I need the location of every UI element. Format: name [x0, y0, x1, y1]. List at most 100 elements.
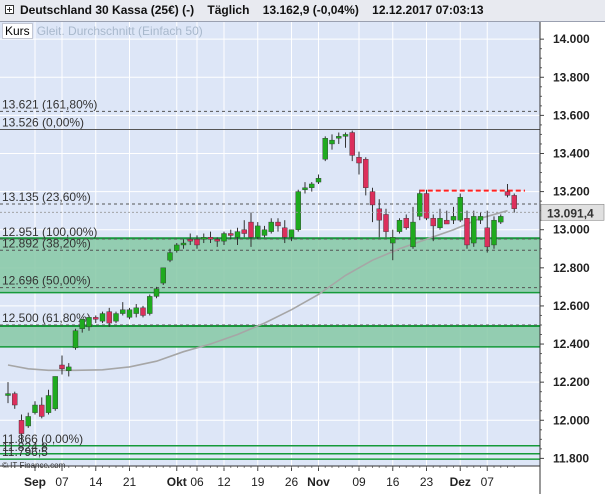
title-bar: Deutschland 30 Kassa (25€) (-) Täglich 1…	[0, 0, 605, 22]
title-instrument: Deutschland 30 Kassa (25€) (-)	[20, 3, 195, 17]
last-price-label: 13.091,4	[547, 206, 594, 220]
candle-body	[79, 319, 85, 329]
candle-body	[383, 214, 389, 232]
legend-kurs[interactable]: Kurs	[2, 23, 33, 39]
candle-body	[295, 191, 301, 230]
legend: Kurs Gleit. Durchschnitt (Einfach 50)	[2, 23, 203, 39]
candle-body	[160, 267, 166, 284]
candle-body	[5, 393, 11, 396]
candle-body	[32, 404, 38, 413]
y-tick-label: 11.800	[553, 451, 589, 465]
candle-body	[221, 233, 227, 242]
x-tick-label: 26	[285, 475, 299, 489]
candle-body	[133, 307, 139, 314]
x-tick-label: 23	[420, 475, 434, 489]
candle-body	[106, 311, 112, 324]
candle-body	[403, 218, 409, 229]
y-tick-label: 12.400	[553, 337, 590, 351]
fib-level-label: 12.500 (61,80%)	[2, 311, 91, 325]
y-tick-label: 12.200	[553, 375, 590, 389]
candle-body	[25, 416, 31, 427]
x-tick-label: Nov	[307, 475, 330, 489]
x-tick-label: 19	[251, 475, 265, 489]
candle-body	[113, 313, 119, 322]
candle-body	[86, 317, 92, 328]
candle-body	[52, 376, 58, 410]
collapse-icon[interactable]	[5, 5, 14, 14]
candle-body	[450, 216, 457, 221]
x-tick-label: 14	[89, 475, 103, 489]
y-tick-label: 13.200	[553, 185, 590, 199]
candle-body	[464, 218, 470, 246]
candle-body	[120, 309, 126, 314]
candle-body	[477, 216, 484, 221]
candle-body	[228, 233, 234, 236]
candle-body	[349, 132, 355, 156]
y-axis-area	[540, 22, 605, 494]
support-zone	[0, 325, 540, 347]
candle-body	[376, 208, 382, 221]
candle-body	[410, 221, 416, 248]
y-tick-label: 12.000	[553, 413, 590, 427]
watermark: © IT-Finance.com	[2, 461, 66, 470]
fib-level-label: 13.135 (23,60%)	[2, 190, 91, 204]
candle-body	[511, 195, 517, 209]
candle-body	[187, 239, 193, 242]
y-tick-label: 12.600	[553, 299, 590, 313]
chart-title: Deutschland 30 Kassa (25€) (-) Täglich 1…	[20, 3, 484, 17]
candle-body	[147, 296, 153, 314]
candle-body	[18, 420, 25, 434]
last-price-box	[540, 203, 605, 221]
candle-body	[153, 288, 160, 297]
fib-level-label: 13.526 (0,00%)	[2, 115, 84, 129]
candle-body	[302, 187, 308, 190]
candle-body	[437, 218, 443, 229]
x-tick-label: Okt	[167, 475, 187, 489]
x-tick-label: 07	[55, 475, 69, 489]
title-datetime: 12.12.2017 07:03:13	[372, 3, 484, 17]
x-tick-label: 12	[217, 475, 231, 489]
x-tick-label: Dez	[450, 475, 471, 489]
candle-body	[430, 218, 436, 227]
candle-body	[504, 191, 511, 196]
title-quote: 13.162,9 (-0,04%)	[262, 3, 359, 17]
y-tick-label: 14.000	[553, 32, 590, 46]
candle-body	[444, 219, 450, 225]
candle-body	[174, 244, 180, 251]
candle-body	[322, 138, 328, 160]
candle-body	[457, 197, 463, 221]
y-tick-label: 13.000	[553, 223, 590, 237]
candle-body	[194, 239, 200, 246]
candle-body	[126, 309, 133, 318]
support-zone	[0, 238, 540, 293]
y-tick-label: 12.800	[553, 261, 590, 275]
candle-body	[282, 227, 288, 238]
candle-body	[207, 237, 214, 240]
x-tick-label: 06	[190, 475, 204, 489]
candle-body	[396, 219, 403, 232]
title-period: Täglich	[207, 3, 250, 17]
candle-body	[214, 239, 220, 242]
candle-body	[59, 364, 65, 370]
candle-body	[66, 366, 72, 371]
candle-body	[140, 307, 146, 316]
candle-body	[268, 221, 274, 232]
candle-body	[336, 136, 342, 139]
fib-level-label: 12.892 (38,20%)	[2, 236, 91, 250]
candle-body	[315, 178, 322, 183]
fib-level-label: 12.696 (50,00%)	[2, 274, 91, 288]
sma50-line	[7, 209, 508, 372]
candle-body	[180, 242, 187, 246]
candle-body	[261, 229, 268, 236]
candle-body	[342, 134, 349, 137]
y-tick-label: 13.800	[553, 70, 590, 84]
fib-level-label: 11.796,5	[2, 445, 48, 459]
candle-body	[255, 225, 261, 238]
legend-sma[interactable]: Gleit. Durchschnitt (Einfach 50)	[36, 24, 203, 38]
candle-body	[363, 159, 369, 188]
candle-body	[241, 229, 247, 234]
candle-body	[39, 404, 45, 417]
fib-level-label: 11.866 (0,00%)	[2, 432, 83, 446]
candle-body	[248, 221, 254, 238]
